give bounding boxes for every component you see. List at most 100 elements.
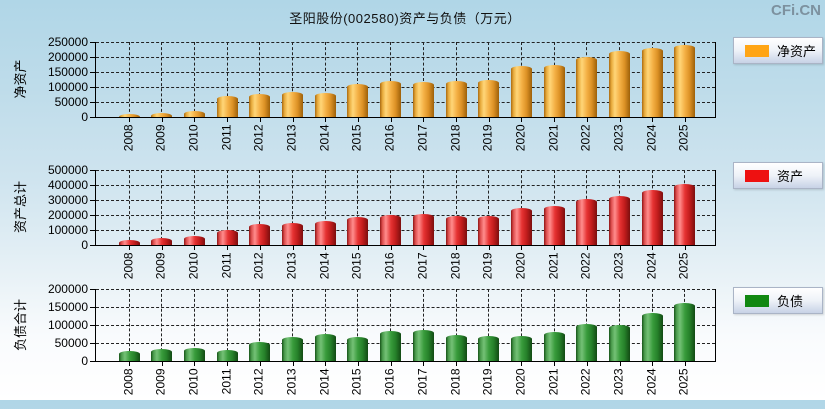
v-gridline	[226, 289, 228, 361]
v-gridline	[357, 289, 359, 361]
v-gridline	[128, 170, 130, 245]
bar-2010	[183, 235, 205, 245]
y-axis-tick	[90, 41, 95, 43]
h-gridline	[96, 86, 715, 88]
x-axis-tick	[488, 362, 490, 366]
y-axis-tick	[90, 56, 95, 58]
bar-2025	[674, 45, 696, 117]
x-tick-label: 2018	[448, 252, 462, 280]
x-axis-tick	[652, 362, 654, 366]
x-tick-label: 2023	[611, 252, 626, 280]
bar-2018	[445, 215, 467, 245]
x-axis-tick	[423, 246, 425, 250]
bar-2008	[118, 239, 140, 245]
y-tick-label: 100000	[47, 79, 88, 94]
bar-2015	[347, 336, 369, 361]
x-tick-label: 2017	[415, 368, 430, 396]
bar-2024	[641, 312, 663, 361]
x-axis-tick	[227, 362, 229, 366]
bar-2008	[118, 350, 140, 361]
bar-2018	[445, 80, 467, 117]
bar-2019	[478, 216, 500, 245]
x-axis-tick	[586, 246, 588, 250]
legend-net-assets: 净资产	[733, 37, 823, 64]
x-axis-tick	[259, 118, 261, 122]
h-gridline	[96, 214, 715, 216]
v-gridline	[259, 289, 261, 361]
x-tick-label: 2014	[317, 368, 332, 396]
x-tick-label: 2015	[349, 368, 364, 396]
x-tick-label: 2009	[153, 124, 168, 152]
x-axis-tick	[521, 362, 523, 366]
x-axis-tick	[456, 246, 457, 250]
x-tick-label: 2013	[284, 252, 299, 280]
x-tick-label: 2023	[611, 368, 626, 396]
y-axis-tick	[90, 71, 95, 73]
v-gridline	[390, 289, 392, 361]
bar-2021	[543, 332, 565, 361]
x-tick-label: 2013	[284, 368, 299, 396]
x-axis-tick	[554, 246, 556, 250]
v-gridline	[422, 170, 424, 245]
x-tick-label: 2013	[284, 124, 299, 152]
bar-2008	[118, 114, 140, 117]
x-tick-label: 2022	[578, 252, 593, 280]
x-axis-tick	[586, 362, 588, 366]
x-axis-tick	[456, 362, 457, 366]
x-tick-label: 2012	[251, 252, 266, 280]
bar-2015	[347, 217, 369, 245]
bar-2019	[478, 335, 500, 361]
v-gridline	[390, 42, 392, 117]
x-axis-tick	[292, 246, 294, 250]
x-tick-label: 2024	[644, 368, 659, 396]
x-axis-tick	[325, 118, 327, 122]
x-tick-label: 2019	[480, 252, 495, 280]
v-gridline	[324, 42, 326, 117]
x-axis-tick	[194, 118, 196, 122]
x-axis-tick	[161, 246, 163, 250]
legend-liabilities: 负债	[733, 287, 823, 314]
v-gridline	[520, 170, 522, 245]
v-gridline	[455, 170, 457, 245]
bar-2023	[609, 51, 630, 117]
v-gridline	[193, 289, 195, 361]
v-gridline	[161, 289, 163, 361]
x-axis-tick	[227, 246, 229, 250]
x-axis-tick	[684, 362, 686, 366]
bar-2014	[314, 93, 336, 117]
bar-2020	[510, 207, 532, 245]
x-axis-tick	[423, 118, 425, 122]
bar-2020	[510, 335, 532, 361]
bar-2025	[674, 184, 696, 245]
assets-legend-swatch	[745, 169, 769, 182]
x-axis-tick	[161, 118, 163, 122]
y-axis-tick	[90, 324, 95, 326]
x-axis-tick	[521, 246, 523, 250]
bar-2022	[576, 323, 598, 361]
x-tick-label: 2025	[676, 252, 691, 280]
x-axis-tick	[390, 246, 392, 250]
h-gridline	[96, 71, 715, 73]
x-axis-tick	[357, 118, 359, 122]
x-axis-tick	[325, 362, 327, 366]
x-tick-label: 2010	[186, 252, 201, 280]
x-tick-label: 2024	[644, 252, 659, 280]
v-gridline	[357, 170, 359, 245]
y-axis-tick	[90, 360, 95, 362]
v-gridline	[292, 170, 293, 245]
v-gridline	[292, 289, 293, 361]
bar-2020	[510, 65, 532, 117]
y-axis-tick	[90, 306, 95, 308]
x-axis-tick	[423, 362, 425, 366]
x-tick-label: 2021	[546, 368, 561, 396]
x-tick-label: 2017	[415, 252, 430, 280]
h-gridline	[96, 41, 715, 43]
x-tick-label: 2024	[644, 124, 659, 152]
bar-2017	[412, 81, 434, 117]
x-axis-tick	[684, 118, 686, 122]
h-gridline	[96, 306, 715, 308]
h-gridline	[96, 56, 715, 58]
x-tick-label: 2020	[513, 124, 528, 152]
x-tick-label: 2016	[382, 368, 397, 396]
x-tick-label: 2016	[382, 252, 397, 280]
